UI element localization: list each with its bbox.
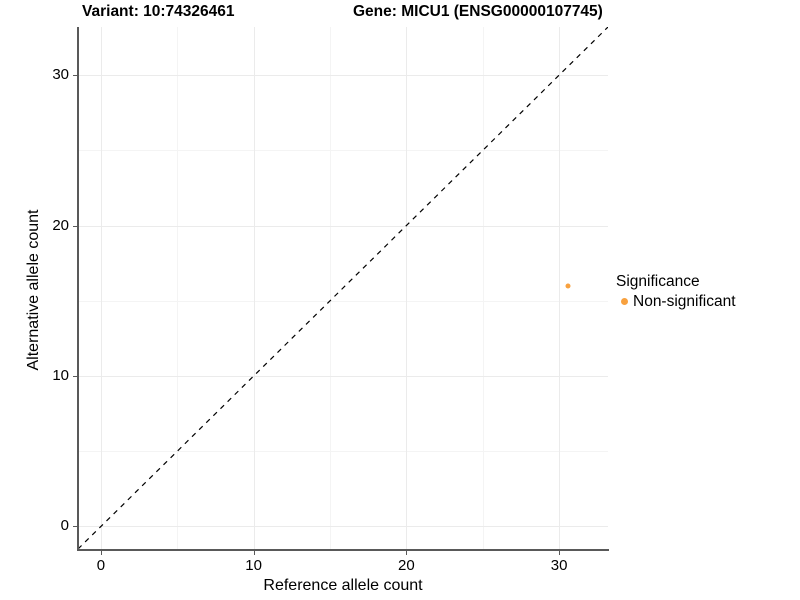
gridline-major-vertical bbox=[559, 27, 561, 549]
y-axis-line bbox=[77, 27, 79, 550]
legend: Significance Non-significant bbox=[616, 272, 736, 311]
x-tick-label: 0 bbox=[96, 557, 106, 574]
gridline-minor-vertical bbox=[482, 27, 484, 549]
gridline-major-horizontal bbox=[78, 225, 608, 227]
x-axis-line bbox=[77, 549, 609, 551]
gridline-minor-vertical bbox=[177, 27, 179, 549]
legend-title: Significance bbox=[616, 273, 700, 290]
gridline-major-vertical bbox=[253, 27, 255, 549]
y-tick-mark bbox=[73, 225, 77, 227]
gridline-minor-horizontal bbox=[78, 300, 608, 302]
legend-point-icon bbox=[616, 293, 633, 310]
plot-panel bbox=[78, 27, 608, 549]
gridline-major-horizontal bbox=[78, 526, 608, 528]
x-axis-label: Reference allele count bbox=[263, 577, 423, 594]
y-tick-label: 10 bbox=[52, 367, 69, 384]
x-tick-mark bbox=[406, 551, 408, 555]
y-tick-label: 20 bbox=[52, 216, 69, 234]
y-tick-label: 0 bbox=[60, 517, 69, 535]
gridline-major-vertical bbox=[406, 27, 408, 549]
x-tick-mark bbox=[100, 551, 102, 555]
x-tick-label: 30 bbox=[550, 557, 568, 574]
x-tick-label: 20 bbox=[398, 557, 415, 574]
gridline-major-horizontal bbox=[78, 376, 608, 377]
y-tick-mark bbox=[73, 376, 77, 377]
gridline-major-horizontal bbox=[78, 75, 608, 77]
x-tick-mark bbox=[559, 551, 561, 555]
variant-title: Variant: 10:74326461 bbox=[82, 3, 235, 20]
x-tick-mark bbox=[253, 551, 255, 555]
gridline-minor-vertical bbox=[330, 27, 332, 549]
x-tick-label: 10 bbox=[245, 557, 262, 574]
y-axis-label: Alternative allele count bbox=[25, 209, 42, 371]
legend-item-label: Non-significant bbox=[633, 293, 736, 310]
identity-reference-line bbox=[78, 27, 608, 549]
y-tick-label: 30 bbox=[52, 66, 69, 84]
gridline-minor-horizontal bbox=[78, 150, 608, 152]
legend-item[interactable]: Non-significant bbox=[616, 292, 736, 311]
legend-items: Non-significant bbox=[616, 292, 736, 311]
legend-dot bbox=[621, 298, 628, 305]
y-tick-mark bbox=[73, 75, 77, 77]
gridline-major-vertical bbox=[100, 27, 102, 549]
gridline-minor-horizontal bbox=[78, 451, 608, 453]
diagonal-dashed-line bbox=[78, 27, 608, 549]
gene-title: Gene: MICU1 (ENSG00000107745) bbox=[353, 3, 603, 20]
data-point bbox=[565, 283, 571, 289]
y-tick-mark bbox=[73, 526, 77, 528]
